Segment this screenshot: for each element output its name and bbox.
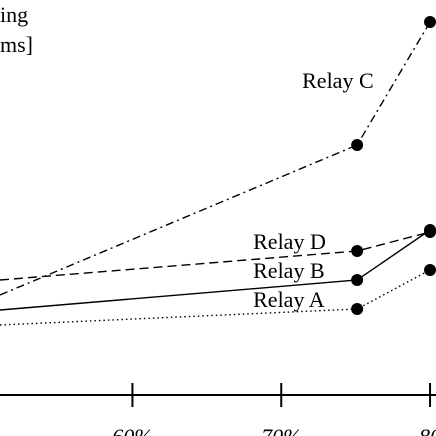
series-label: Relay A bbox=[253, 287, 325, 312]
series-label: Relay C bbox=[302, 68, 374, 93]
data-point bbox=[351, 303, 364, 315]
data-point bbox=[351, 139, 364, 151]
x-tick-label: 70% bbox=[261, 424, 301, 436]
axis-title-line: ms] bbox=[0, 32, 33, 57]
data-point bbox=[351, 274, 364, 286]
series-line bbox=[0, 21, 431, 296]
data-point bbox=[424, 16, 436, 28]
x-tick-label: 80 bbox=[419, 424, 436, 436]
data-point bbox=[424, 226, 436, 238]
series-label: Relay B bbox=[253, 258, 325, 283]
series-line bbox=[0, 269, 431, 326]
series-line bbox=[0, 231, 431, 281]
data-point bbox=[351, 245, 364, 257]
x-tick-label: 60% bbox=[112, 424, 152, 436]
axis-title-line: ing bbox=[0, 2, 28, 27]
series-line bbox=[0, 229, 431, 311]
series-label: Relay D bbox=[253, 229, 326, 254]
data-point bbox=[424, 264, 436, 276]
